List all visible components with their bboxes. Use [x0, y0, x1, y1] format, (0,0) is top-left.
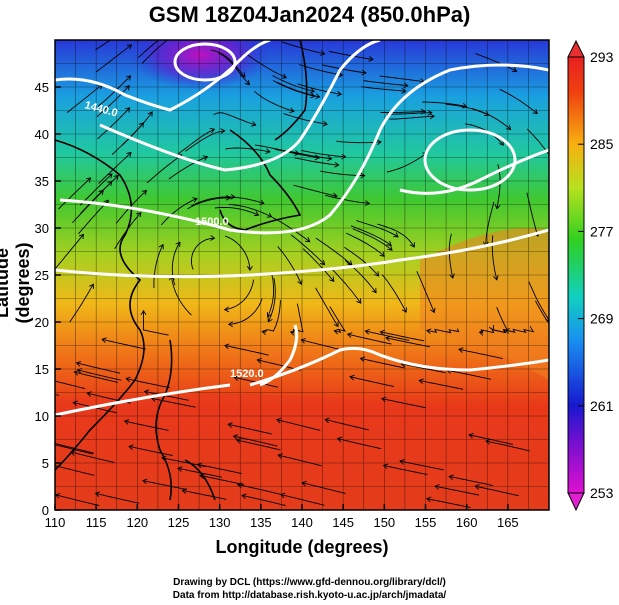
x-tick-label: 150 [373, 515, 395, 530]
colorbar-tick-label: 269 [590, 311, 614, 327]
cold-core [130, 40, 270, 90]
x-tick-label: 110 [45, 515, 66, 530]
colorbar-tick-label: 253 [590, 485, 614, 501]
x-tick-label: 155 [415, 515, 437, 530]
x-tick-label: 130 [209, 515, 231, 530]
contour-label-1520: 1520.0 [230, 368, 264, 380]
lat-lon-grid [55, 40, 549, 510]
x-tick-label: 160 [456, 515, 478, 530]
height-contours [55, 40, 549, 417]
colorbar-scale [567, 56, 585, 494]
y-axis-label: Latitude (degrees) [0, 242, 33, 324]
contour-label-1500: 1500.0 [195, 216, 229, 228]
colorbar-lower-arrow [567, 492, 585, 512]
colorbar-tick-label: 293 [590, 49, 614, 65]
y-tick-label: 5 [42, 456, 49, 471]
x-tick-label: 120 [126, 515, 148, 530]
x-tick-label: 165 [497, 515, 519, 530]
colorbar-tick-label: 285 [590, 136, 614, 152]
coastlines [55, 40, 308, 501]
y-tick-label: 35 [35, 174, 49, 189]
colorbar: 253 261 269 277 285 293 [567, 39, 614, 512]
x-axis-label: Longitude (degrees) [215, 537, 389, 557]
map-plot-area: 1440.0 1500.0 1520.0 [55, 40, 549, 510]
y-tick-label: 30 [35, 221, 49, 236]
y-tick-label: 15 [35, 362, 49, 377]
y-tick-label: 20 [35, 315, 49, 330]
x-tick-label: 115 [86, 515, 107, 530]
credit-drawing: Drawing by DCL (https://www.gfd-dennou.o… [173, 577, 446, 588]
x-tick-label: 145 [332, 515, 354, 530]
y-tick-label: 10 [35, 409, 49, 424]
warm-region [420, 228, 549, 380]
credit-data: Data from http://database.rish.kyoto-u.a… [172, 590, 447, 601]
colorbar-tick-label: 277 [590, 223, 614, 239]
x-tick-label: 135 [250, 515, 272, 530]
x-tick-label: 140 [291, 515, 313, 530]
map-title: GSM 18Z04Jan2024 (850.0hPa) [148, 2, 471, 27]
x-tick-label: 125 [168, 515, 190, 530]
y-tick-label: 0 [42, 503, 49, 518]
y-tick-label: 25 [35, 268, 49, 283]
x-axis-ticks: 110 115 120 125 130 135 140 145 150 155 160 165 [45, 504, 519, 530]
y-axis-ticks: 0 5 10 15 20 25 30 35 40 45 [35, 80, 61, 518]
colorbar-upper-arrow [567, 39, 585, 58]
colorbar-tick-label: 261 [590, 398, 614, 414]
y-tick-label: 45 [35, 80, 49, 95]
y-tick-label: 40 [35, 127, 49, 142]
